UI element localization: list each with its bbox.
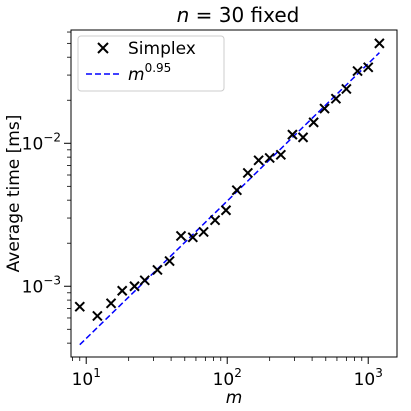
y-axis-label: Average time [ms] xyxy=(4,115,24,273)
data-point xyxy=(330,93,342,104)
data-point xyxy=(275,149,287,161)
data-point xyxy=(164,255,175,267)
legend-marker-x-icon xyxy=(97,42,109,54)
x-axis: 101 102 103 xyxy=(72,357,383,390)
data-point xyxy=(175,230,187,242)
x-axis-label: m xyxy=(226,388,243,408)
data-point xyxy=(341,83,352,95)
data-point xyxy=(209,214,221,226)
data-point xyxy=(352,65,363,77)
data-point xyxy=(198,226,209,238)
y-tick-label: 10−2 xyxy=(22,130,61,154)
data-point xyxy=(152,264,163,276)
fit-line xyxy=(79,52,380,346)
data-point xyxy=(374,38,385,49)
plot-series xyxy=(74,38,385,346)
legend-label-simplex: Simplex xyxy=(128,39,196,59)
data-point xyxy=(74,301,85,312)
legend-label-fit: m0.95 xyxy=(128,61,171,85)
data-point xyxy=(242,167,254,179)
x-tick-label: 101 xyxy=(72,366,101,390)
x-tick-label: 102 xyxy=(213,366,242,390)
data-point xyxy=(117,285,128,296)
data-point xyxy=(253,155,264,166)
data-point xyxy=(308,117,319,128)
data-point xyxy=(220,205,232,216)
data-point xyxy=(105,298,117,309)
data-point xyxy=(92,310,103,322)
y-axis: 10−3 10−2 xyxy=(22,31,71,344)
legend-box xyxy=(77,35,225,92)
data-point xyxy=(139,275,150,286)
data-point xyxy=(363,62,374,73)
plot-area-frame xyxy=(70,29,398,358)
chart-title: n = 30 fixed xyxy=(177,3,300,27)
y-tick-label: 10−3 xyxy=(22,273,61,297)
data-point xyxy=(129,281,140,292)
data-point xyxy=(231,184,243,196)
x-tick-label: 103 xyxy=(354,366,383,390)
data-point xyxy=(264,152,275,164)
data-point xyxy=(319,103,330,114)
data-point xyxy=(187,232,199,243)
data-point xyxy=(297,132,309,143)
data-point xyxy=(287,129,298,140)
